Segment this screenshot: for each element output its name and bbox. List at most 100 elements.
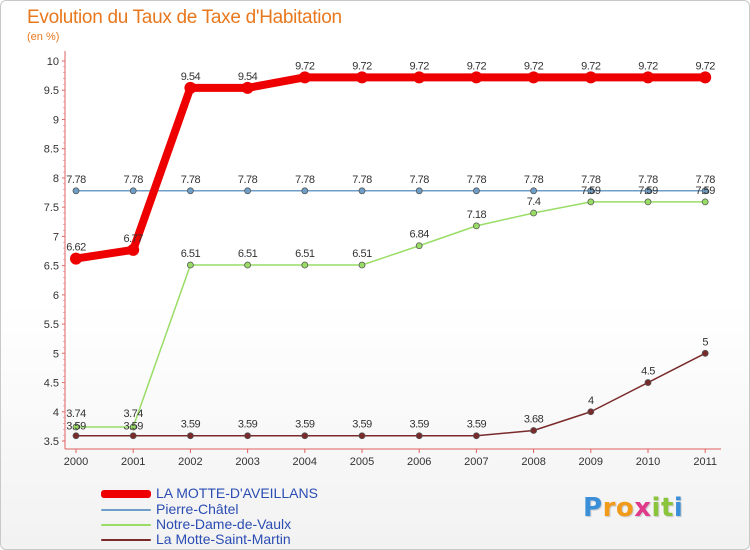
data-point[interactable] (644, 187, 652, 195)
data-label: 3.68 (524, 413, 544, 425)
data-label: 7.78 (238, 174, 258, 186)
data-point[interactable] (186, 261, 194, 269)
data-label: 7.59 (581, 185, 601, 197)
data-point[interactable] (70, 252, 82, 265)
data-point[interactable] (701, 349, 709, 357)
y-axis-unit-label: (en %) (27, 31, 60, 43)
data-label: 6.77 (123, 233, 143, 245)
data-label: 3.59 (352, 419, 372, 431)
data-point[interactable] (244, 261, 252, 269)
data-point[interactable] (642, 71, 654, 84)
data-point[interactable] (298, 71, 311, 84)
logo-letter: x (634, 493, 652, 523)
chart-title: Evolution du Taux de Taxe d'Habitation (27, 7, 342, 28)
data-point[interactable] (72, 187, 80, 195)
data-point[interactable] (644, 198, 652, 206)
data-label: 5 (702, 336, 708, 348)
data-label: 7.78 (467, 174, 487, 186)
series-line (75, 201, 706, 428)
logo-letter: i (651, 493, 661, 523)
data-label: 3.59 (467, 419, 487, 431)
data-label: 9.72 (638, 60, 658, 72)
data-point[interactable] (587, 408, 595, 416)
data-point[interactable] (127, 243, 140, 256)
data-label: 3.59 (181, 419, 201, 431)
data-point[interactable] (472, 187, 480, 195)
y-tick-label: 9 (53, 114, 59, 126)
data-point[interactable] (699, 71, 712, 84)
data-point[interactable] (587, 198, 595, 206)
data-label: 6.84 (409, 229, 429, 241)
data-point[interactable] (415, 432, 423, 440)
data-label: 7.78 (181, 174, 201, 186)
x-tick-label: 2003 (235, 456, 259, 468)
x-tick-label: 2006 (407, 456, 431, 468)
data-point[interactable] (472, 222, 480, 230)
data-point[interactable] (358, 261, 366, 269)
data-label: 6.51 (352, 248, 372, 260)
data-label: 9.72 (581, 60, 601, 72)
data-point[interactable] (184, 81, 197, 94)
data-point[interactable] (530, 187, 537, 195)
data-label: 9.72 (352, 60, 372, 72)
x-tick-label: 2010 (636, 456, 660, 468)
data-point[interactable] (244, 432, 252, 440)
legend-swatch (101, 539, 151, 541)
data-point[interactable] (186, 187, 194, 195)
data-point[interactable] (701, 187, 709, 195)
y-tick-label: 5.5 (44, 319, 59, 331)
data-label: 4.5 (641, 366, 655, 378)
data-point[interactable] (72, 423, 80, 431)
data-point[interactable] (587, 187, 595, 195)
data-label: 9.72 (467, 60, 487, 72)
series-line (75, 352, 706, 437)
data-label: 9.54 (181, 71, 201, 83)
data-point[interactable] (527, 71, 540, 84)
data-point[interactable] (356, 71, 368, 84)
data-label: 3.59 (66, 421, 86, 433)
data-point[interactable] (644, 379, 652, 386)
data-point[interactable] (415, 242, 423, 250)
x-tick-label: 2004 (293, 456, 317, 468)
data-point[interactable] (358, 187, 366, 195)
logo-letter: o (615, 493, 635, 523)
data-label: 6.62 (66, 242, 86, 254)
data-point[interactable] (129, 187, 137, 195)
x-tick-label: 2000 (64, 456, 88, 468)
data-label: 7.78 (638, 174, 658, 186)
data-point[interactable] (530, 427, 537, 434)
data-point[interactable] (129, 423, 137, 431)
data-point[interactable] (244, 187, 252, 195)
data-point[interactable] (530, 209, 537, 217)
data-point[interactable] (301, 432, 309, 440)
y-tick-label: 7 (53, 231, 59, 243)
data-label: 7.78 (695, 174, 715, 186)
data-point[interactable] (301, 261, 309, 269)
data-label: 9.54 (238, 71, 258, 83)
data-label: 6.51 (181, 248, 201, 260)
data-point[interactable] (701, 198, 709, 206)
data-point[interactable] (472, 432, 480, 440)
data-point[interactable] (358, 432, 366, 440)
data-label: 7.59 (638, 185, 658, 197)
data-point[interactable] (241, 81, 254, 94)
data-point[interactable] (415, 187, 423, 195)
data-label: 7.78 (409, 174, 429, 186)
data-point[interactable] (470, 71, 483, 84)
data-point[interactable] (584, 71, 597, 84)
x-tick-label: 2008 (521, 456, 545, 468)
logo-letter: t (660, 493, 674, 523)
data-point[interactable] (129, 432, 137, 440)
data-label: 6.51 (295, 248, 315, 260)
y-tick-label: 9.5 (44, 85, 59, 97)
legend-swatch (101, 524, 151, 526)
data-label: 7.18 (467, 209, 487, 221)
data-label: 7.4 (527, 196, 541, 208)
y-tick-label: 4.5 (44, 378, 59, 390)
data-point[interactable] (413, 71, 426, 84)
data-point[interactable] (301, 187, 309, 195)
x-tick-label: 2011 (693, 456, 717, 468)
data-point[interactable] (72, 432, 80, 440)
data-point[interactable] (186, 432, 194, 440)
